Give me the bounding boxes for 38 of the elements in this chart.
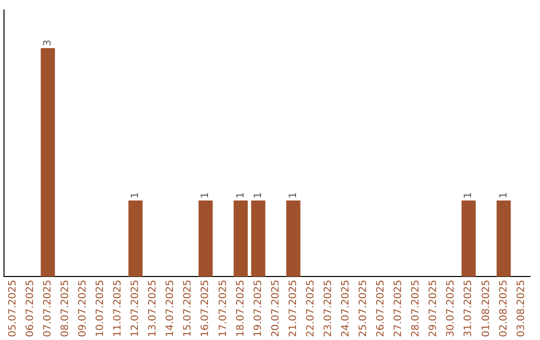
x-tick-label: 15.07.2025 [182, 280, 194, 338]
x-tick-label: 14.07.2025 [165, 280, 176, 338]
x-tick-label: 05.07.2025 [7, 280, 18, 338]
x-tick-label: 24.07.2025 [340, 280, 352, 338]
x-tick-label: 27.07.2025 [393, 280, 404, 338]
x-tick-label: 31.07.2025 [463, 280, 474, 338]
x-tick-label: 02.08.2025 [498, 280, 510, 338]
x-tick-label: 28.07.2025 [410, 280, 422, 338]
data-label: 1 [235, 192, 246, 199]
x-tick-label: 18.07.2025 [235, 280, 246, 338]
x-tick-label: 19.07.2025 [252, 280, 264, 338]
x-tick-label: 07.07.2025 [42, 280, 54, 338]
x-tick-label: 08.07.2025 [60, 280, 71, 338]
x-tick-label: 12.07.2025 [130, 280, 142, 338]
x-tick-label: 20.07.2025 [270, 280, 282, 338]
x-tick-label: 09.07.2025 [77, 280, 88, 338]
data-label: 1 [498, 192, 510, 199]
x-tick-label: 03.08.2025 [516, 280, 527, 338]
x-tick-label: 10.07.2025 [95, 280, 106, 338]
data-label: 1 [288, 192, 299, 199]
data-label: 1 [252, 192, 264, 199]
data-label: 3 [42, 40, 54, 46]
x-tick-label: 30.07.2025 [446, 280, 457, 338]
x-tick-label: 17.07.2025 [218, 280, 229, 338]
data-label: 1 [200, 192, 212, 199]
x-tick-label: 11.07.2025 [112, 280, 124, 338]
x-tick-label: 21.07.2025 [288, 280, 299, 338]
x-tick-label: 06.07.2025 [24, 280, 36, 338]
data-label: 1 [130, 192, 142, 199]
x-tick-label: 26.07.2025 [376, 280, 387, 338]
x-tick-label: 13.07.2025 [148, 280, 159, 338]
x-tick-label: 29.07.2025 [428, 280, 440, 338]
x-tick-label: 22.07.2025 [305, 280, 316, 338]
x-tick-label: 01.08.2025 [480, 280, 492, 338]
x-tick-label: 25.07.2025 [358, 280, 370, 338]
x-tick-label: 16.07.2025 [200, 280, 212, 338]
data-label: 1 [463, 192, 474, 199]
x-tick-label: 23.07.2025 [322, 280, 334, 338]
